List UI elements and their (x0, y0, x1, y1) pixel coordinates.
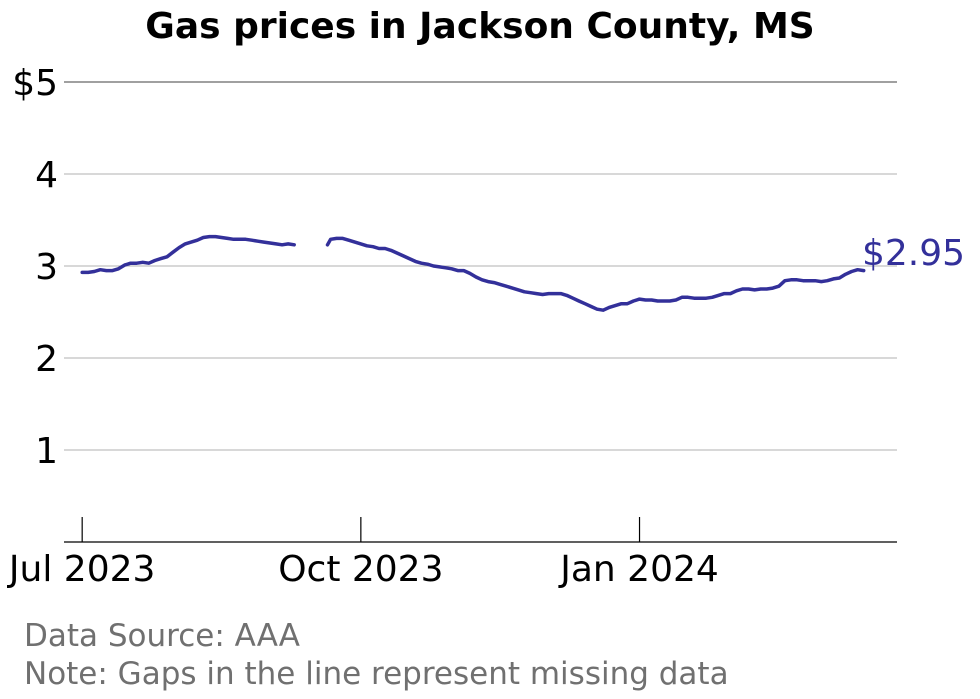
y-tick-label-5: $5 (12, 63, 58, 104)
y-tick-label-4: 4 (35, 155, 58, 196)
y-axis-ticks: 1 2 3 4 $5 (12, 63, 58, 472)
y-tick-label-1: 1 (35, 431, 58, 472)
y-tick-label-3: 3 (35, 247, 58, 288)
data-source-note: Data Source: AAA (24, 618, 300, 654)
end-value-label: $2.95 (862, 233, 965, 274)
y-tick-label-2: 2 (35, 339, 58, 380)
price-series (80, 234, 866, 312)
gridlines (64, 81, 897, 451)
chart-title: Gas prices in Jackson County, MS (145, 6, 814, 47)
x-tick-label-2: Jan 2024 (558, 549, 719, 590)
x-axis-ticks: Jul 2023 Oct 2023 Jan 2024 (7, 517, 719, 590)
price-line-segment-1 (80, 234, 296, 275)
gaps-note: Note: Gaps in the line represent missing… (24, 656, 729, 692)
x-tick-label-1: Oct 2023 (278, 549, 443, 590)
x-tick-label-0: Jul 2023 (7, 549, 156, 590)
price-line-segment-2 (325, 236, 866, 312)
